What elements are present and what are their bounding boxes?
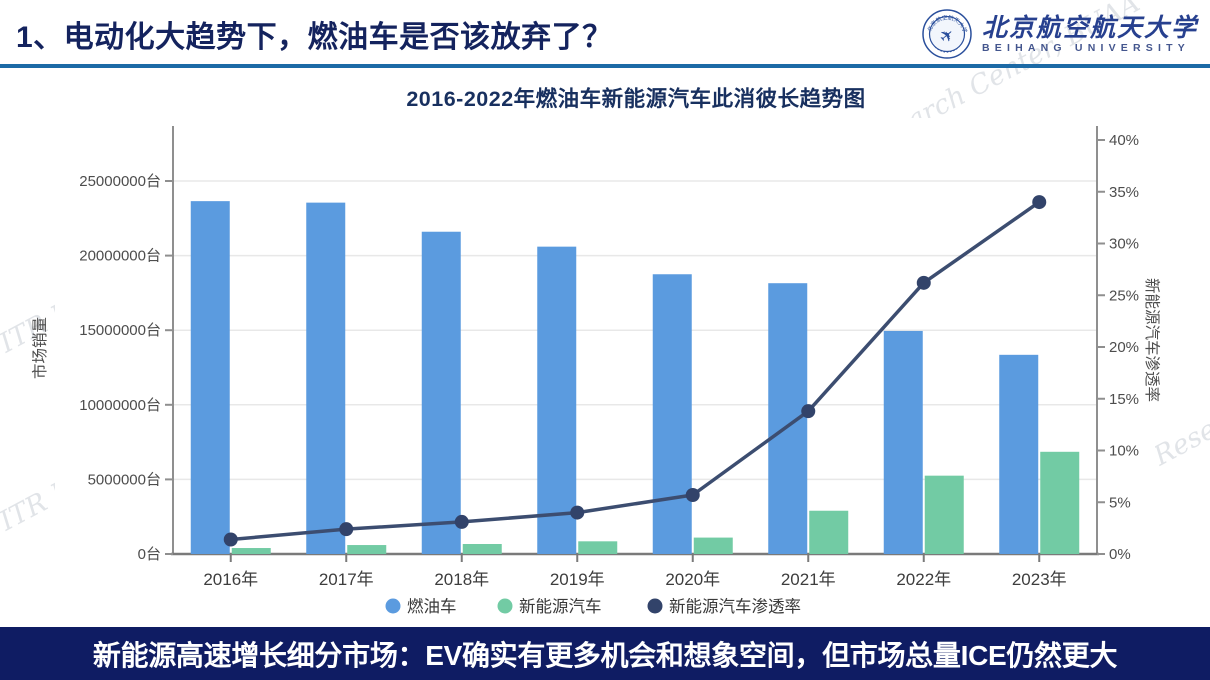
bar-fuel-2018年 [421,231,461,554]
right-axis-name: 新能源汽车渗透率 [1143,278,1161,402]
left-tick-label: 20000000台 [79,248,161,265]
bar-nev-2023年 [1040,451,1080,554]
x-tick-label: 2022年 [896,570,951,589]
penetration-line [229,200,1041,542]
right-tick-label: 0% [1109,546,1131,563]
right-tick-label: 5% [1109,494,1131,511]
bar-nev-2022年 [924,475,964,554]
header-divider [0,64,1210,68]
university-emblem-icon: 北京航空航天大学 ✈ [922,9,972,59]
bar-fuel-2016年 [190,201,230,554]
penetration-point-2021年 [801,404,816,419]
penetration-point-2022年 [916,275,931,290]
left-axis-name: 市场销量 [31,317,49,379]
bar-fuel-2021年 [768,283,808,554]
x-tick-label: 2016年 [203,570,258,589]
bar-nev-2021年 [809,510,849,554]
x-tick-label: 2017年 [319,570,374,589]
right-tick-label: 20% [1109,339,1139,356]
right-tick-label: 30% [1109,236,1139,253]
page-title: 1、电动化大趋势下，燃油车是否该放弃了？ [16,21,613,54]
bar-nev-2017年 [347,545,387,554]
left-tick-label: 25000000台 [79,173,161,190]
penetration-point-2023年 [1032,195,1047,210]
penetration-point-2020年 [685,488,700,503]
right-tick-label: 25% [1109,287,1139,304]
bar-fuel-2020年 [652,274,692,554]
right-tick-label: 10% [1109,443,1139,460]
bar-fuel-2019年 [537,246,577,554]
bar-nev-2016年 [231,548,271,554]
trend-chart: 0台 5000000台 10000000台 15000000台 20000000台 250… [31,118,1161,623]
bar-nev-2019年 [578,541,618,554]
x-tick-label: 2019年 [550,570,605,589]
university-name-cn: 北京航空航天大学 [981,12,1198,42]
penetration-point-2016年 [223,532,238,547]
page-header: 1、电动化大趋势下，燃油车是否该放弃了？ 北京航空航天大学 ✈ 北京航空航天大学… [0,0,1210,64]
legend-label-新能源汽车渗透率: 新能源汽车渗透率 [669,597,801,616]
penetration-point-2017年 [339,522,354,537]
bar-nev-2020年 [693,537,733,554]
penetration-point-2018年 [454,514,469,529]
footer-text: 新能源高速增长细分市场：EV确实有更多机会和想象空间，但市场总量ICE仍然更大 [92,639,1118,671]
footer-banner: 新能源高速增长细分市场：EV确实有更多机会和想象空间，但市场总量ICE仍然更大 [0,627,1210,680]
left-tick-label: 15000000台 [79,322,161,339]
legend-dot-新能源汽车渗透率 [647,598,663,614]
university-name: 北京航空航天大学 BEIHANG UNIVERSITY [982,14,1198,55]
x-tick-label: 2021年 [781,570,836,589]
right-tick-label: 40% [1109,132,1139,149]
left-tick-label: 5000000台 [88,471,161,488]
penetration-point-2019年 [570,505,585,520]
bar-fuel-2022年 [883,330,923,554]
left-tick-label: 10000000台 [79,397,161,414]
bar-fuel-2017年 [306,202,346,554]
x-tick-label: 2018年 [434,570,489,589]
bar-fuel-2023年 [999,354,1039,554]
left-tick-label: 0台 [138,546,161,563]
university-name-en: BEIHANG UNIVERSITY [981,42,1190,55]
right-tick-label: 35% [1109,184,1139,201]
x-tick-label: 2020年 [665,570,720,589]
legend-label-新能源汽车: 新能源汽车 [519,597,602,616]
legend-dot-燃油车 [385,598,401,614]
legend-label-燃油车: 燃油车 [407,597,457,616]
university-logo: 北京航空航天大学 ✈ 北京航空航天大学 BEIHANG UNIVERSITY [921,7,1198,61]
right-tick-label: 15% [1109,391,1139,408]
legend-dot-新能源汽车 [497,598,513,614]
x-tick-label: 2023年 [1012,570,1067,589]
bar-nev-2018年 [462,544,502,554]
chart-title: 2016-2022年燃油车新能源汽车此消彼长趋势图 [406,87,866,111]
